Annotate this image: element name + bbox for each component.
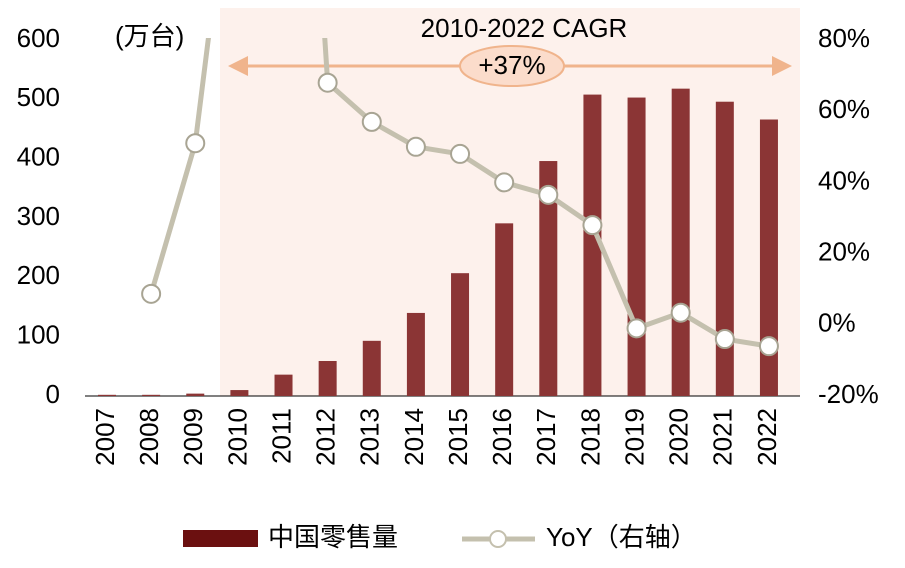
y-tick-label: 100	[17, 320, 60, 350]
legend-label: YoY（右轴）	[546, 522, 697, 552]
x-tick-label: 2012	[311, 408, 341, 466]
bar	[451, 273, 470, 396]
y2-tick-label: 60%	[818, 94, 870, 124]
y-tick-label: 500	[17, 82, 60, 112]
x-tick-label: 2021	[708, 408, 738, 466]
yoy-marker	[141, 283, 162, 304]
legend-marker	[489, 530, 507, 548]
yoy-marker	[758, 336, 779, 357]
yoy-marker	[538, 184, 559, 205]
x-tick-label: 2008	[134, 408, 164, 466]
y-tick-label: 400	[17, 142, 60, 172]
y-tick-label: 200	[17, 260, 60, 290]
x-tick-label: 2013	[355, 408, 385, 466]
y-tick-label: 0	[46, 379, 60, 409]
bar	[671, 88, 690, 397]
bar	[583, 94, 602, 396]
arrow-head	[228, 56, 248, 76]
x-tick-label: 2018	[575, 408, 605, 466]
bar	[98, 394, 116, 396]
y2-tick-label: 20%	[818, 236, 870, 266]
bar	[495, 223, 514, 396]
x-tick-label: 2014	[399, 408, 429, 466]
yoy-marker	[670, 302, 691, 323]
x-tick-label: 2011	[266, 408, 296, 464]
yoy-marker	[317, 72, 338, 93]
bar	[230, 390, 249, 396]
bar	[186, 393, 205, 396]
bar	[274, 374, 293, 396]
y-tick-label: 300	[17, 201, 60, 231]
x-tick-label: 2017	[531, 408, 561, 466]
x-tick-label: 2022	[752, 408, 782, 466]
bar	[539, 161, 558, 396]
bar	[362, 340, 381, 396]
bar	[627, 97, 646, 396]
legend-swatch	[183, 530, 258, 547]
arrow-head	[772, 56, 792, 76]
y2-tick-label: 80%	[818, 23, 870, 53]
unit-label: (万台)	[115, 21, 184, 51]
x-tick-label: 2009	[178, 408, 208, 466]
y2-tick-label: 40%	[818, 165, 870, 195]
x-tick-label: 2019	[619, 408, 649, 466]
x-tick-label: 2016	[487, 408, 517, 466]
yoy-marker	[626, 318, 647, 339]
bar	[715, 101, 734, 396]
y2-tick-label: 0%	[818, 308, 856, 338]
yoy-marker	[361, 111, 382, 132]
legend-label: 中国零售量	[268, 522, 398, 552]
bar	[318, 360, 337, 396]
yoy-marker	[494, 172, 515, 193]
cagr-label: 2010-2022 CAGR	[421, 13, 628, 43]
yoy-marker	[450, 143, 471, 164]
x-tick-label: 2020	[664, 408, 694, 466]
x-tick-label: 2015	[443, 408, 473, 466]
cagr-bubble	[459, 45, 565, 87]
x-tick-label: 2010	[222, 408, 252, 466]
bar	[406, 312, 425, 396]
yoy-marker	[582, 215, 603, 236]
x-tick-label: 2007	[90, 408, 120, 466]
y2-tick-label: -20%	[818, 379, 879, 409]
bar	[142, 394, 161, 396]
cagr-value: +37%	[478, 50, 545, 80]
yoy-marker	[714, 329, 735, 350]
y-tick-label: 600	[17, 23, 60, 53]
yoy-marker	[405, 136, 426, 157]
bar	[759, 119, 778, 397]
yoy-marker	[185, 133, 206, 154]
